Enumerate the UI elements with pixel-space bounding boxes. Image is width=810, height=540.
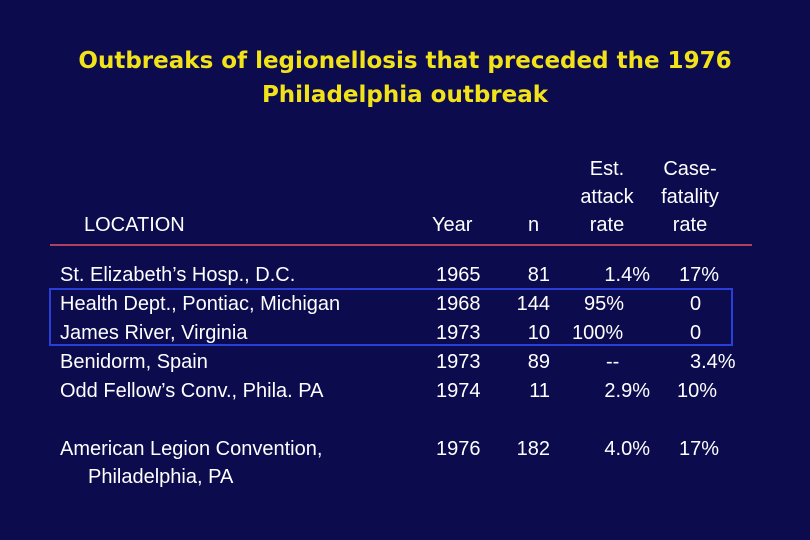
header-fatality-line-3: rate [672, 214, 708, 236]
row-fatality-rate: 3.4% [690, 351, 736, 373]
header-fatality-line-1: Case- [663, 158, 717, 180]
row-location: Benidorm, Spain [60, 351, 208, 373]
header-n: n [528, 214, 540, 236]
header-attack-line-3: rate [589, 214, 625, 236]
row-location: St. Elizabeth’s Hosp., D.C. [60, 264, 296, 286]
highlight-box [49, 288, 733, 346]
header-location: LOCATION [84, 214, 185, 236]
row-n: 89 [527, 351, 550, 373]
row-fatality-rate: 17% [679, 264, 720, 286]
row-fatality-rate: 0 [690, 322, 702, 344]
header-attack-line-2: attack [580, 186, 634, 208]
row-year: 1973 [436, 322, 481, 344]
row-attack-rate: 100% [572, 322, 624, 344]
summary-location-line-2: Philadelphia, PA [88, 466, 234, 488]
row-attack-rate: -- [606, 351, 620, 373]
row-attack-rate: 2.9% [604, 380, 650, 402]
summary-n: 182 [516, 438, 550, 460]
row-location: James River, Virginia [60, 322, 248, 344]
row-year: 1973 [436, 351, 481, 373]
row-year: 1968 [436, 293, 481, 315]
summary-fatality-rate: 17% [679, 438, 720, 460]
header-fatality-line-2: fatality [661, 186, 719, 208]
row-n: 11 [529, 380, 550, 402]
slide-title: Outbreaks of legionellosis that preceded… [0, 44, 810, 112]
row-n: 144 [516, 293, 550, 315]
header-divider [50, 244, 752, 246]
summary-attack-rate: 4.0% [604, 438, 650, 460]
row-fatality-rate: 10% [677, 380, 718, 402]
row-location: Odd Fellow’s Conv., Phila. PA [60, 380, 324, 402]
row-location: Health Dept., Pontiac, Michigan [60, 293, 341, 315]
row-n: 81 [527, 264, 550, 286]
slide-title-line-2: Philadelphia outbreak [261, 82, 549, 108]
row-attack-rate: 95% [584, 293, 625, 315]
row-attack-rate: 1.4% [604, 264, 650, 286]
slide-title-line-1: Outbreaks of legionellosis that preceded… [78, 48, 732, 74]
summary-year: 1976 [436, 438, 481, 460]
row-year: 1965 [436, 264, 481, 286]
header-year: Year [432, 214, 473, 236]
summary-location-line-1: American Legion Convention, [60, 438, 323, 460]
row-year: 1974 [436, 380, 481, 402]
row-n: 10 [527, 322, 550, 344]
row-fatality-rate: 0 [690, 293, 702, 315]
header-attack-line-1: Est. [589, 158, 625, 180]
